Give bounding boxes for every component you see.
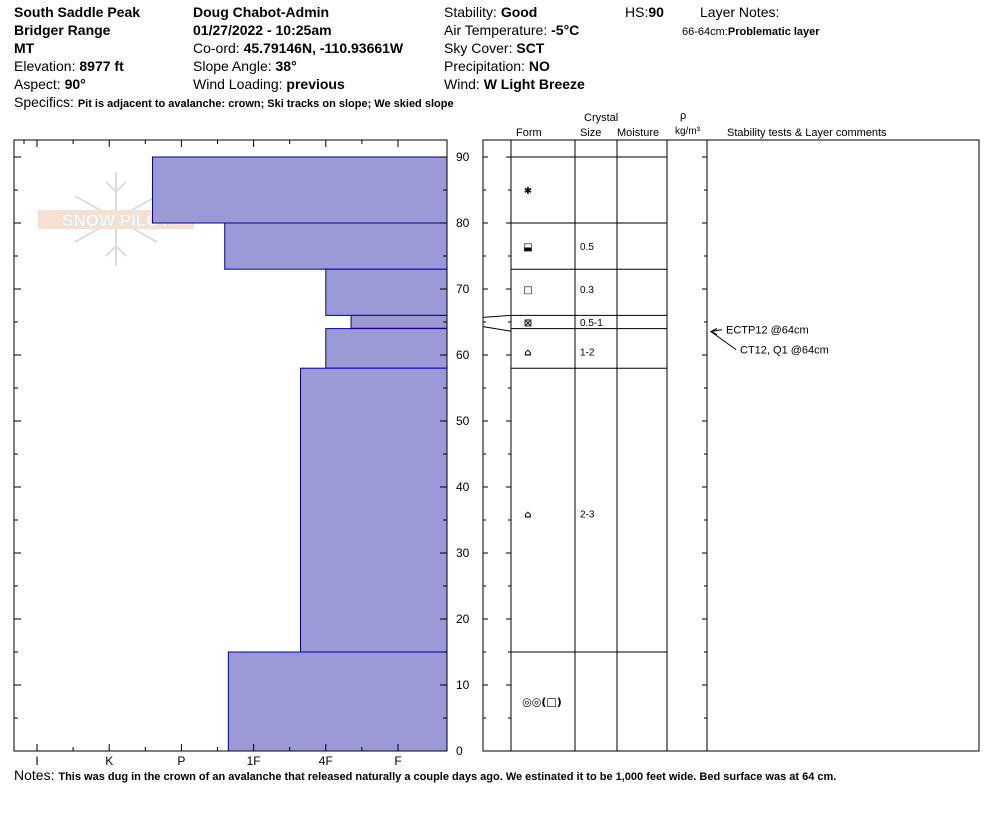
crystal-size-label: 0.3 <box>580 285 594 296</box>
crystal-form-faceted-rounding: ⊠ <box>524 318 532 329</box>
layer-note: 66-64cm:Problematic layer <box>682 26 820 38</box>
crystal-form-depth-hoar: ⌂ <box>524 348 531 359</box>
crystal-size-label: 0.5 <box>580 242 594 253</box>
stability-rating: Stability: Good <box>444 4 538 20</box>
elevation: Elevation: 8977 ft <box>14 58 124 74</box>
hardness-tick-label: P <box>177 754 185 768</box>
depth-tick-label: 0 <box>456 744 463 758</box>
moisture-header: Moisture <box>617 127 660 139</box>
hardness-tick-label: 1F <box>247 754 261 768</box>
stability-test-arrow <box>710 331 737 351</box>
svg-text:SNOW PILOT: SNOW PILOT <box>62 211 170 230</box>
sky-cover: Sky Cover: SCT <box>444 40 545 56</box>
state-name: MT <box>14 40 35 56</box>
notes: Notes: This was dug in the crown of an a… <box>14 767 837 783</box>
crystal-form-faceted: □ <box>523 285 532 296</box>
range-name: Bridger Range <box>14 22 111 38</box>
hardness-layer-bar <box>224 222 448 270</box>
size-header: Size <box>580 127 602 139</box>
stability-test-arrow <box>710 329 723 333</box>
hardness-plot-frame <box>13 139 448 752</box>
layer-notes-label: Layer Notes: <box>700 4 780 20</box>
hardness-layer-bar <box>227 651 448 752</box>
stability-header: Stability tests & Layer comments <box>727 127 887 139</box>
snow-height: HS:90 <box>625 4 664 20</box>
crystal-size-label: 1-2 <box>580 348 595 359</box>
depth-tick-label: 90 <box>456 150 470 164</box>
air-temperature: Air Temperature: -5°C <box>444 22 580 38</box>
density-rho-header: ρ <box>680 110 687 122</box>
depth-tick-label: 30 <box>456 546 470 560</box>
depth-tick-label: 10 <box>456 678 470 692</box>
crystal-form-rounded-faceted: ⬓ <box>523 242 532 253</box>
crystal-form-melt-forms-mix: ◎◎(□) <box>522 696 562 709</box>
precipitation: Precipitation: NO <box>444 58 550 74</box>
observation-datetime: 01/27/2022 - 10:25am <box>193 22 332 38</box>
specifics: Specifics: Pit is adjacent to avalanche:… <box>14 94 454 110</box>
crystal-size-label: 2-3 <box>580 509 595 520</box>
stability-test-label: ECTP12 @64cm <box>726 325 809 337</box>
hardness-layer-bar <box>300 367 448 653</box>
depth-tick-label: 60 <box>456 348 470 362</box>
depth-tick-label: 80 <box>456 216 470 230</box>
form-header: Form <box>516 127 542 139</box>
wind: Wind: W Light Breeze <box>444 76 585 92</box>
depth-tick-label: 20 <box>456 612 470 626</box>
crystal-header: Crystal <box>584 112 619 124</box>
stability-test-arrowhead <box>709 328 718 336</box>
hardness-layer-bar <box>325 268 448 316</box>
location-name: South Saddle Peak <box>14 4 141 20</box>
hardness-layer-bar <box>152 156 448 224</box>
aspect: Aspect: 90° <box>14 76 86 92</box>
depth-tick-label: 50 <box>456 414 470 428</box>
depth-tick-label: 40 <box>456 480 470 494</box>
hardness-layer-bar <box>350 314 448 330</box>
depth-tick-label: 70 <box>456 282 470 296</box>
layer-connector <box>482 326 512 332</box>
coordinates: Co-ord: 45.79146N, -110.93661W <box>193 40 404 56</box>
hardness-tick-label: F <box>394 754 401 768</box>
stability-test-label: CT12, Q1 @64cm <box>740 345 829 357</box>
observer-name: Doug Chabot-Admin <box>193 4 330 20</box>
layer-table-frame <box>482 139 980 752</box>
crystal-size-label: 0.5-1 <box>580 318 603 329</box>
crystal-form-decomposing-precip: ✱ <box>524 186 532 197</box>
crystal-form-depth-hoar: ⌂ <box>524 509 531 520</box>
hardness-layer-bar <box>325 328 448 369</box>
slope-angle: Slope Angle: 38° <box>193 58 297 74</box>
hardness-tick-label: K <box>105 754 113 768</box>
density-unit-header: kg/m³ <box>675 126 700 137</box>
hardness-tick-label: 4F <box>319 754 333 768</box>
wind-loading: Wind Loading: previous <box>193 76 345 92</box>
hardness-tick-label: I <box>35 754 38 768</box>
layer-connector <box>482 314 512 318</box>
